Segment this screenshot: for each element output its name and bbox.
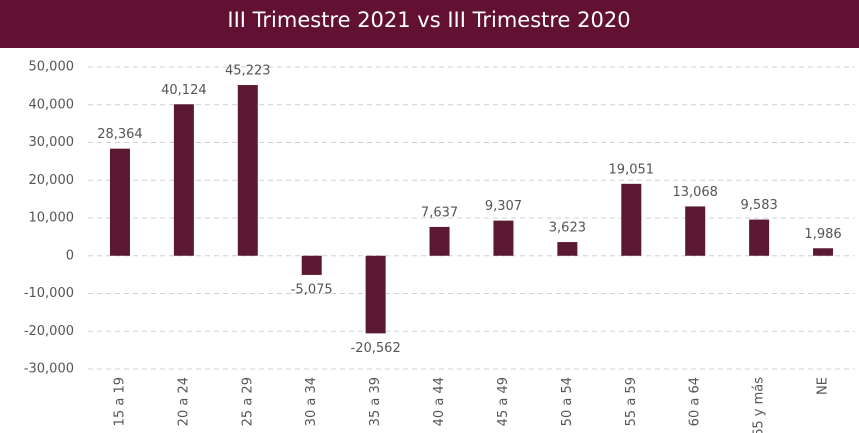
y-tick-label: 50,000: [29, 60, 75, 75]
bar: [429, 226, 450, 256]
bar: [109, 148, 130, 256]
value-label: 45,223: [225, 64, 271, 79]
y-tick-label: 30,000: [29, 135, 75, 150]
y-tick-label: -10,000: [24, 286, 74, 301]
x-tick-label: 65 y más: [752, 377, 767, 433]
bar: [365, 255, 386, 334]
bar: [749, 219, 770, 256]
x-tick-label: NE: [816, 377, 831, 395]
x-tick-label: 40 a 44: [432, 377, 447, 426]
x-tick-label: 50 a 54: [560, 377, 575, 426]
x-tick-label: 30 a 34: [304, 377, 319, 426]
value-label: 13,068: [672, 185, 718, 200]
value-label: 19,051: [609, 162, 655, 177]
value-label: 9,583: [741, 198, 778, 213]
bar: [621, 183, 642, 256]
bar: [173, 104, 194, 256]
y-tick-label: 10,000: [29, 211, 75, 226]
value-label: 7,637: [421, 205, 458, 220]
value-label: 28,364: [97, 127, 143, 142]
y-tick-label: -30,000: [24, 362, 74, 377]
chart-title: III Trimestre 2021 vs III Trimestre 2020: [227, 8, 630, 32]
x-tick-label: 45 a 49: [496, 377, 511, 426]
y-tick-label: 20,000: [29, 173, 75, 188]
value-label: 9,307: [485, 199, 522, 214]
bar: [493, 220, 514, 256]
x-tick-label: 35 a 39: [368, 377, 383, 426]
x-tick-label: 15 a 19: [112, 377, 127, 426]
y-tick-label: -20,000: [24, 324, 74, 339]
x-tick-label: 60 a 64: [688, 377, 703, 426]
value-label: 1,986: [804, 227, 841, 242]
value-label: -20,562: [351, 341, 401, 356]
bar: [685, 206, 706, 256]
value-label: -5,075: [291, 282, 333, 297]
bar: [301, 255, 322, 275]
value-label: 3,623: [549, 221, 586, 236]
bar: [557, 242, 578, 256]
x-tick-label: 20 a 24: [176, 377, 191, 426]
header-band: [0, 0, 859, 48]
x-tick-label: 25 a 29: [240, 377, 255, 426]
value-label: 40,124: [161, 83, 207, 98]
x-tick-label: 55 a 59: [624, 377, 639, 426]
y-tick-label: 0: [66, 248, 74, 263]
bar: [237, 85, 258, 256]
bar: [813, 248, 834, 256]
y-tick-label: 40,000: [29, 97, 75, 112]
